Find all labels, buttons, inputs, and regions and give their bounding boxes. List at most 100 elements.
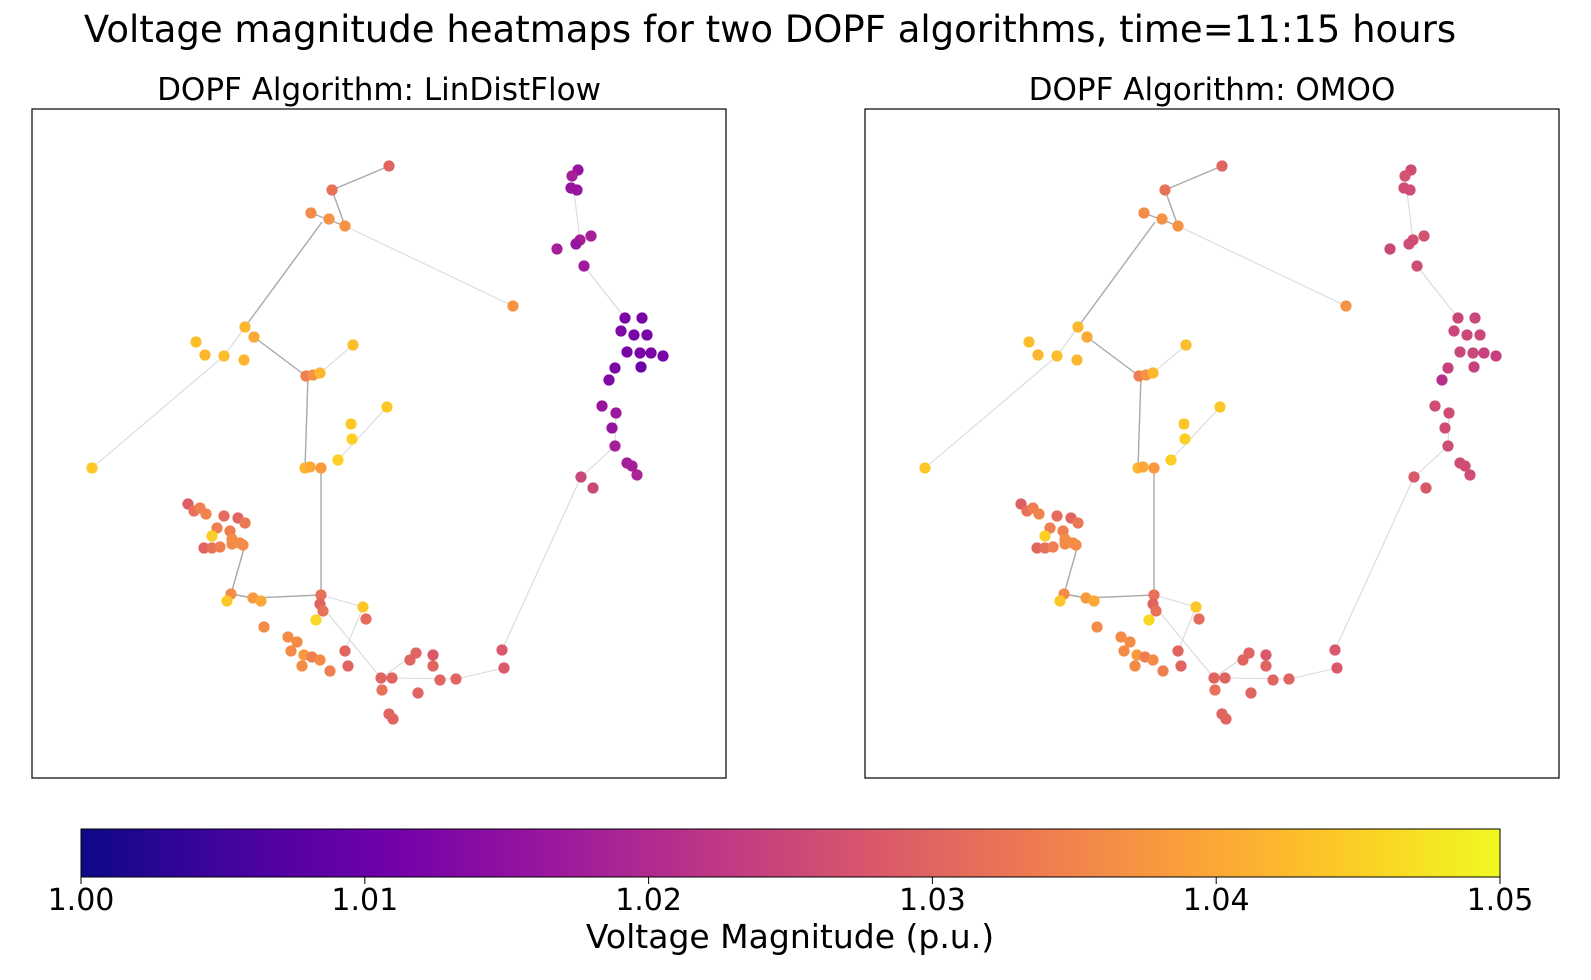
network-edge bbox=[1164, 189, 1179, 227]
bus-node bbox=[636, 312, 648, 324]
bus-node bbox=[314, 367, 326, 379]
bus-node bbox=[1031, 542, 1043, 554]
bus-node bbox=[1260, 649, 1272, 661]
bus-node bbox=[1474, 329, 1486, 341]
network-edge bbox=[91, 355, 225, 469]
bus-node bbox=[1178, 418, 1190, 430]
bus-node bbox=[571, 184, 583, 196]
network-edge bbox=[1152, 344, 1187, 374]
bus-node bbox=[1329, 644, 1341, 656]
bus-node bbox=[345, 418, 357, 430]
bus-node bbox=[200, 508, 212, 520]
network-edge bbox=[337, 406, 388, 461]
bus-node bbox=[291, 636, 303, 648]
bus-node bbox=[1054, 595, 1066, 607]
bus-node bbox=[1219, 672, 1231, 684]
bus-node bbox=[1039, 530, 1051, 542]
bus-node bbox=[578, 260, 590, 272]
bus-node bbox=[342, 660, 354, 672]
bus-node bbox=[1331, 662, 1343, 674]
bus-node bbox=[258, 621, 270, 633]
colorbar: 1.00 1.01 1.02 1.03 1.04 1.05 Voltage Magnitu… bbox=[48, 828, 1534, 956]
axes-frame-left bbox=[31, 108, 727, 779]
colorbar-tick-label: 1.05 bbox=[1467, 883, 1534, 918]
bus-node bbox=[323, 213, 335, 225]
bus-node bbox=[1420, 482, 1432, 494]
axes-frame-right bbox=[864, 108, 1560, 779]
network-edge bbox=[1334, 476, 1415, 651]
network-edge bbox=[1177, 225, 1347, 307]
bus-node bbox=[296, 660, 308, 672]
bus-node bbox=[376, 684, 388, 696]
bus-node bbox=[596, 400, 608, 412]
bus-node bbox=[1193, 613, 1205, 625]
bus-node bbox=[339, 645, 351, 657]
bus-node bbox=[1469, 312, 1481, 324]
bus-node bbox=[1468, 361, 1480, 373]
bus-node bbox=[427, 649, 439, 661]
network-edge bbox=[924, 355, 1058, 469]
bus-node bbox=[1418, 230, 1430, 242]
bus-node bbox=[657, 350, 669, 362]
bus-node bbox=[86, 462, 98, 474]
bus-node bbox=[199, 349, 211, 361]
bus-node bbox=[610, 407, 622, 419]
bus-node bbox=[381, 401, 393, 413]
network-edge bbox=[1137, 375, 1142, 469]
bus-node bbox=[1175, 660, 1187, 672]
bus-node bbox=[585, 230, 597, 242]
bus-node bbox=[1081, 331, 1093, 343]
bus-node bbox=[1148, 462, 1160, 474]
bus-node bbox=[218, 510, 230, 522]
bus-node bbox=[626, 460, 638, 472]
bus-node bbox=[1190, 601, 1202, 613]
bus-node bbox=[1260, 660, 1272, 672]
colorbar-tick-label: 1.04 bbox=[1183, 883, 1250, 918]
bus-node bbox=[1172, 220, 1184, 232]
bus-node bbox=[198, 542, 210, 554]
bus-node bbox=[496, 644, 508, 656]
bus-node bbox=[609, 362, 621, 374]
bus-node bbox=[575, 471, 587, 483]
bus-node bbox=[1137, 461, 1149, 473]
bus-node bbox=[1220, 713, 1232, 725]
bus-node bbox=[498, 662, 510, 674]
bus-node bbox=[339, 220, 351, 232]
bus-node bbox=[346, 433, 358, 445]
network-edge bbox=[320, 594, 364, 608]
bus-node bbox=[631, 469, 643, 481]
figure-title: Voltage magnitude heatmaps for two DOPF … bbox=[84, 8, 1456, 51]
bus-node bbox=[211, 522, 223, 534]
bus-node bbox=[226, 538, 238, 550]
bus-node bbox=[317, 605, 329, 617]
bus-node bbox=[239, 321, 251, 333]
bus-node bbox=[1340, 300, 1352, 312]
bus-node bbox=[360, 613, 372, 625]
bus-node bbox=[1467, 347, 1479, 359]
bus-node bbox=[1448, 325, 1460, 337]
bus-node bbox=[1115, 631, 1127, 643]
bus-node bbox=[1454, 346, 1466, 358]
bus-node bbox=[1044, 522, 1056, 534]
bus-node bbox=[1216, 160, 1228, 172]
bus-node bbox=[282, 631, 294, 643]
bus-node bbox=[214, 541, 226, 553]
bus-node bbox=[404, 654, 416, 666]
bus-node bbox=[641, 329, 653, 341]
bus-node bbox=[315, 589, 327, 601]
bus-node bbox=[1180, 339, 1192, 351]
bus-node bbox=[305, 207, 317, 219]
network-edge bbox=[344, 606, 364, 652]
bus-node bbox=[332, 454, 344, 466]
network-edge bbox=[391, 677, 457, 680]
bus-node bbox=[326, 184, 338, 196]
bus-node bbox=[1156, 213, 1168, 225]
bus-node bbox=[621, 346, 633, 358]
bus-node bbox=[450, 673, 462, 685]
bus-node bbox=[285, 645, 297, 657]
bus-node bbox=[1159, 184, 1171, 196]
bus-node bbox=[1070, 539, 1082, 551]
bus-node bbox=[1129, 660, 1141, 672]
bus-node bbox=[386, 672, 398, 684]
bus-node bbox=[1023, 336, 1035, 348]
